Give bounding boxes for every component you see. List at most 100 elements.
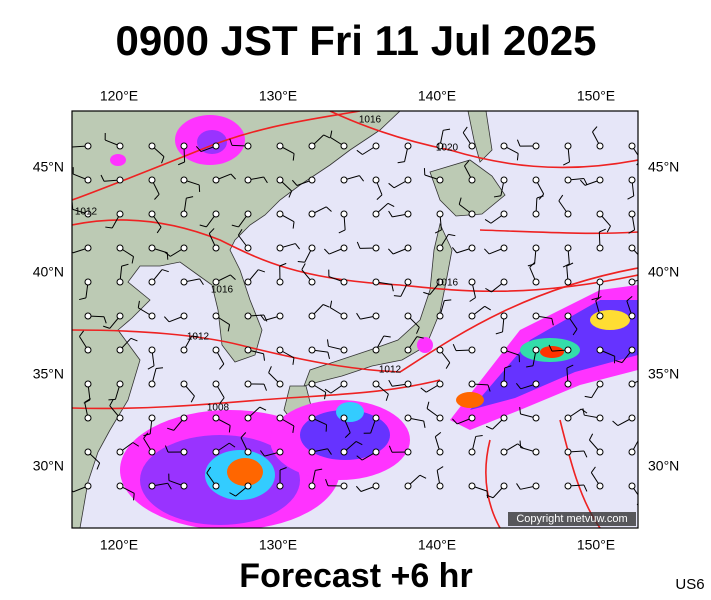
station [308, 312, 316, 320]
station [180, 414, 188, 422]
copyright-box [508, 512, 636, 526]
wind-barb [419, 474, 427, 479]
station [180, 176, 188, 184]
lat-label: 45°N [33, 159, 64, 175]
wind-barb [323, 134, 331, 139]
station [500, 414, 508, 422]
station [212, 210, 220, 218]
station [244, 142, 252, 150]
station [564, 142, 572, 150]
lon-label: 130°E [259, 88, 297, 104]
isobar-label: 1016 [436, 278, 459, 289]
wind-barb [195, 146, 202, 152]
lat-label: 40°N [648, 264, 679, 280]
station [372, 142, 380, 150]
wind-barb [448, 233, 456, 237]
station [628, 142, 636, 150]
station [532, 142, 540, 150]
wind-barb [155, 367, 164, 370]
station [628, 380, 636, 388]
station [436, 142, 444, 150]
isobar-label: 1008 [207, 403, 230, 414]
station [564, 210, 572, 218]
wind-barb [268, 366, 272, 373]
station [148, 278, 156, 286]
wind-barb [606, 225, 611, 233]
station [276, 482, 284, 490]
station [596, 414, 604, 422]
wind-barb [344, 432, 351, 438]
station [500, 312, 508, 320]
lon-label: 120°E [100, 88, 138, 104]
wind-barb [108, 398, 116, 401]
wind-barb [484, 248, 490, 255]
station [244, 448, 252, 456]
wind-barb [96, 462, 101, 470]
station [628, 414, 636, 422]
station [468, 278, 476, 286]
station [180, 278, 188, 286]
station [212, 312, 220, 320]
station [244, 312, 252, 320]
station [148, 380, 156, 388]
station [468, 312, 476, 320]
wind-barb [536, 195, 544, 199]
wind-barb [562, 263, 570, 268]
wind-barb [462, 126, 468, 133]
station [404, 312, 412, 320]
wind-barb [495, 331, 503, 335]
station [84, 448, 92, 456]
wind-barb [324, 392, 327, 400]
wind-barb [397, 161, 405, 164]
lon-label: 140°E [418, 88, 456, 104]
wind-barb [388, 445, 393, 453]
wind-barb [237, 229, 243, 236]
wind-barb [208, 228, 215, 234]
wind-barb [640, 438, 647, 439]
wind-barb [423, 291, 431, 295]
lon-label: 150°E [577, 537, 615, 553]
station [436, 414, 444, 422]
station [532, 176, 540, 184]
wind-barb [486, 494, 494, 499]
wind-barb [356, 455, 363, 461]
station [116, 414, 124, 422]
wind-barb [161, 269, 169, 273]
wind-barb [529, 262, 536, 268]
wind-barb [566, 262, 574, 267]
wind-barb [219, 397, 225, 404]
wind-barb [240, 432, 247, 438]
station [372, 312, 380, 320]
station [212, 448, 220, 456]
station [340, 448, 348, 456]
wind-barb [338, 229, 346, 234]
lon-label: 150°E [577, 88, 615, 104]
wind-barb [163, 316, 170, 323]
sakhalin [467, 111, 493, 163]
wind-barb [130, 337, 138, 342]
wind-barb [199, 278, 204, 286]
wind-barb [324, 248, 330, 255]
wind-barb [230, 173, 236, 180]
station [468, 448, 476, 456]
wind-barb [584, 395, 592, 399]
wind-barb [444, 299, 452, 302]
wind-barb [324, 388, 332, 394]
station [116, 244, 124, 252]
station [244, 380, 252, 388]
isobar-label: 1012 [379, 365, 402, 376]
wind-barb [485, 287, 492, 293]
station [308, 482, 316, 490]
wind-barb [206, 466, 212, 474]
station [116, 482, 124, 490]
wind-barb [164, 445, 169, 453]
station [372, 414, 380, 422]
wind-barb [516, 153, 519, 161]
wind-barb [484, 305, 491, 311]
station [116, 210, 124, 218]
wind-barb [516, 483, 521, 490]
wind-barb [551, 318, 554, 326]
wind-barb [443, 128, 451, 131]
wind-barb [291, 179, 298, 186]
station [596, 176, 604, 184]
